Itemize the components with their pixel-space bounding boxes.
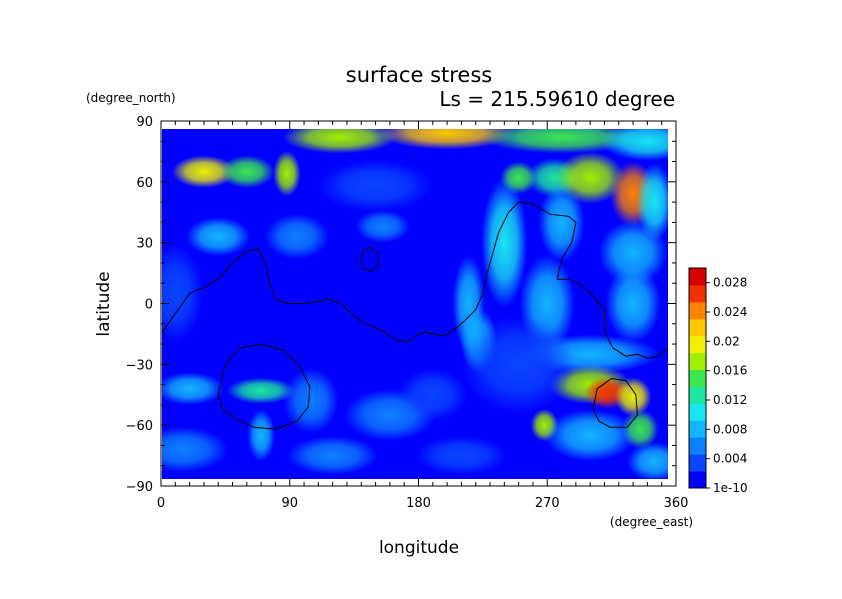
coastline-contour (360, 246, 379, 272)
coastline-contour (217, 343, 311, 430)
x-axis-unit: (degree_east) (610, 515, 693, 529)
colorbar-swatch (689, 284, 706, 303)
colorbar-swatch (689, 437, 706, 455)
stress-field (162, 129, 668, 479)
chart-title: surface stress (346, 63, 492, 87)
stress-region (186, 217, 251, 257)
stress-region (614, 377, 652, 417)
x-tick-labels: 0 90 180 270 360 (157, 496, 689, 511)
colorbar-swatch (689, 301, 706, 320)
colorbar-tick-label: 0.016 (713, 364, 747, 378)
chart-subtitle: Ls = 215.59610 degree (439, 87, 675, 111)
colorbar-tick-label: 1e-10 (713, 481, 748, 495)
colorbar-tick-label: 0.012 (713, 393, 747, 407)
stress-region (282, 129, 398, 154)
colorbar: 1e-10 0.004 0.008 0.012 0.016 0.02 0.024 0.028 (688, 267, 748, 495)
colorbar-tick-label: 0.004 (713, 452, 747, 466)
stress-region (219, 155, 275, 188)
colorbar-swatch (689, 454, 706, 472)
colorbar-swatch (689, 420, 706, 438)
x-tick-label: 180 (406, 496, 431, 511)
stress-region (461, 315, 576, 414)
colorbar-swatch (689, 318, 706, 337)
colorbar-swatch (689, 403, 706, 421)
y-tick-labels: 90 60 30 0 −30 −60 −90 (126, 115, 153, 495)
stress-region (398, 368, 468, 421)
colorbar-tick-label: 0.024 (713, 305, 747, 319)
stress-region (283, 368, 339, 434)
stress-region (171, 155, 236, 188)
colorbar-swatch (689, 386, 706, 404)
stress-region (636, 163, 668, 242)
x-axis-label: longitude (379, 538, 459, 558)
coastline-contour (592, 377, 638, 428)
stress-region (627, 442, 668, 479)
y-tick-label: 30 (136, 237, 153, 252)
stress-region (247, 409, 275, 462)
y-axis-label: latitude (94, 271, 114, 336)
colorbar-swatch (689, 369, 706, 387)
stress-region (318, 159, 433, 212)
colorbar-tick-label: 0.02 (713, 334, 740, 348)
stress-region (598, 220, 668, 286)
axis-ticks (160, 120, 677, 487)
y-tick-label: −90 (126, 480, 153, 495)
stress-region (481, 129, 642, 154)
y-tick-label: 0 (145, 298, 153, 313)
y-tick-label: 60 (136, 176, 153, 191)
stress-region (605, 264, 661, 343)
stress-region (162, 372, 224, 405)
stress-region (378, 129, 516, 150)
x-tick-label: 270 (535, 496, 560, 511)
colorbar-swatch (689, 471, 706, 489)
colorbar-tick-label: 0.028 (713, 276, 747, 290)
stress-region (286, 436, 379, 476)
stress-region (481, 177, 528, 308)
colorbar-tick-label: 0.008 (713, 422, 747, 436)
x-tick-label: 90 (281, 496, 298, 511)
coastline-contours (162, 201, 668, 430)
stress-region (544, 409, 636, 462)
colorbar-swatch (689, 268, 706, 286)
coastline-contour (162, 201, 668, 359)
x-tick-label: 0 (157, 496, 165, 511)
stress-region (415, 436, 508, 476)
stress-region (162, 426, 229, 473)
stress-region (355, 210, 411, 243)
stress-region (162, 244, 203, 343)
stress-region (273, 151, 301, 197)
y-tick-label: −60 (126, 419, 153, 434)
colorbar-swatch (689, 352, 706, 371)
stress-region (601, 129, 668, 161)
stress-region (226, 377, 296, 404)
y-tick-label: −30 (126, 358, 153, 373)
stress-region (264, 213, 329, 260)
y-tick-label: 90 (136, 115, 153, 130)
y-axis-unit: (degree_north) (86, 91, 176, 105)
colorbar-swatch (689, 335, 706, 354)
x-tick-label: 360 (664, 496, 689, 511)
stress-region (538, 183, 585, 262)
colorbar-frame (688, 267, 707, 489)
